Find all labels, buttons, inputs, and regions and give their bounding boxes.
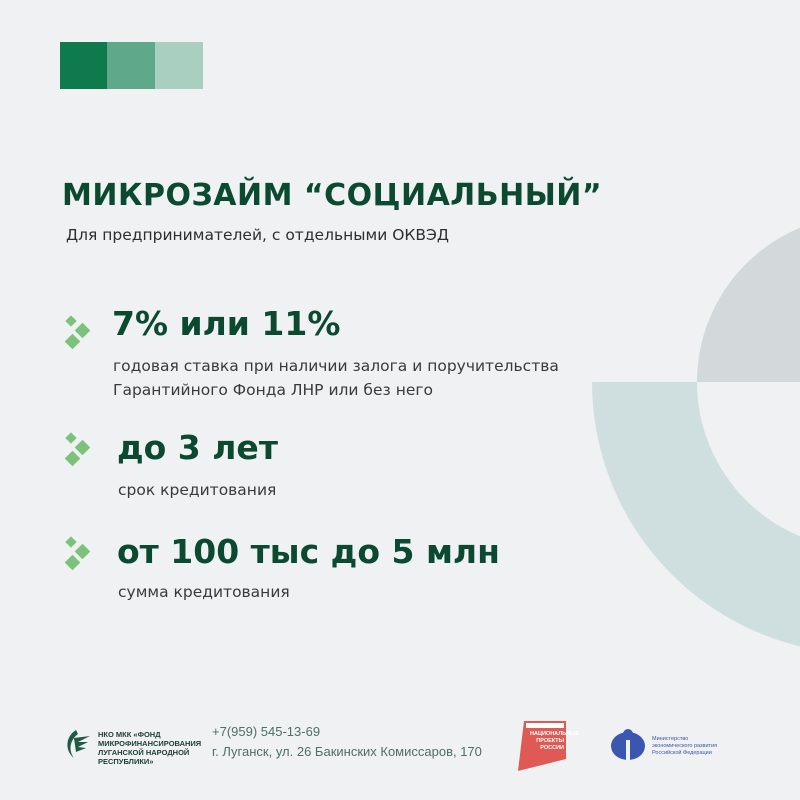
national-projects-logo: НАЦИОНАЛЬНЫЕ ПРОЕКТЫ РОССИИ <box>516 719 580 771</box>
fund-name-line: МИКРОФИНАНСИРОВАНИЯ <box>98 739 202 748</box>
national-projects-logo-text: НАЦИОНАЛЬНЫЕ ПРОЕКТЫ РОССИИ <box>530 731 580 751</box>
rate-description: годовая ставка при наличии залога и пору… <box>113 354 559 402</box>
gray-quarter-circle <box>697 227 800 382</box>
fund-name: НКО МКК «ФОНД МИКРОФИНАНСИРОВАНИЯ ЛУГАНС… <box>98 730 201 766</box>
address: г. Луганск, ул. 26 Бакинских Комиссаров,… <box>212 744 482 759</box>
term-description: срок кредитования <box>118 481 277 499</box>
amount-value: от 100 тыс до 5 млн <box>117 532 500 571</box>
page-subtitle: Для предпринимателей, с отдельными ОКВЭД <box>66 226 449 244</box>
amount-description: сумма кредитования <box>118 583 290 601</box>
phone-number: +7(959) 545-13-69 <box>212 724 321 739</box>
color-block-2 <box>107 42 155 89</box>
color-block-3 <box>155 42 203 89</box>
rate-value: 7% или 11% <box>112 304 341 343</box>
term-value: до 3 лет <box>117 428 278 467</box>
fund-name-line: РЕСПУБЛИКИ» <box>98 757 154 766</box>
bullet-diamond-cluster-icon <box>64 315 94 351</box>
color-block-1 <box>60 42 108 89</box>
bullet-diamond-cluster-icon <box>64 536 94 572</box>
fund-name-line: НКО МКК «ФОНД <box>98 730 161 739</box>
ministry-eagle-logo <box>608 726 648 764</box>
rate-description-line: Гарантийного Фонда ЛНР или без него <box>113 381 433 399</box>
page-title: МИКРОЗАЙМ “СОЦИАЛЬНЫЙ” <box>62 178 603 213</box>
bullet-diamond-cluster-icon <box>64 432 94 468</box>
fund-name-line: ЛУГАНСКОЙ НАРОДНОЙ <box>98 748 190 757</box>
rate-description-line: годовая ставка при наличии залога и пору… <box>113 357 559 375</box>
fund-logo-icon <box>62 728 94 760</box>
teal-ring-arc <box>592 382 800 647</box>
ministry-name: Министерство экономического развития Рос… <box>652 736 718 756</box>
